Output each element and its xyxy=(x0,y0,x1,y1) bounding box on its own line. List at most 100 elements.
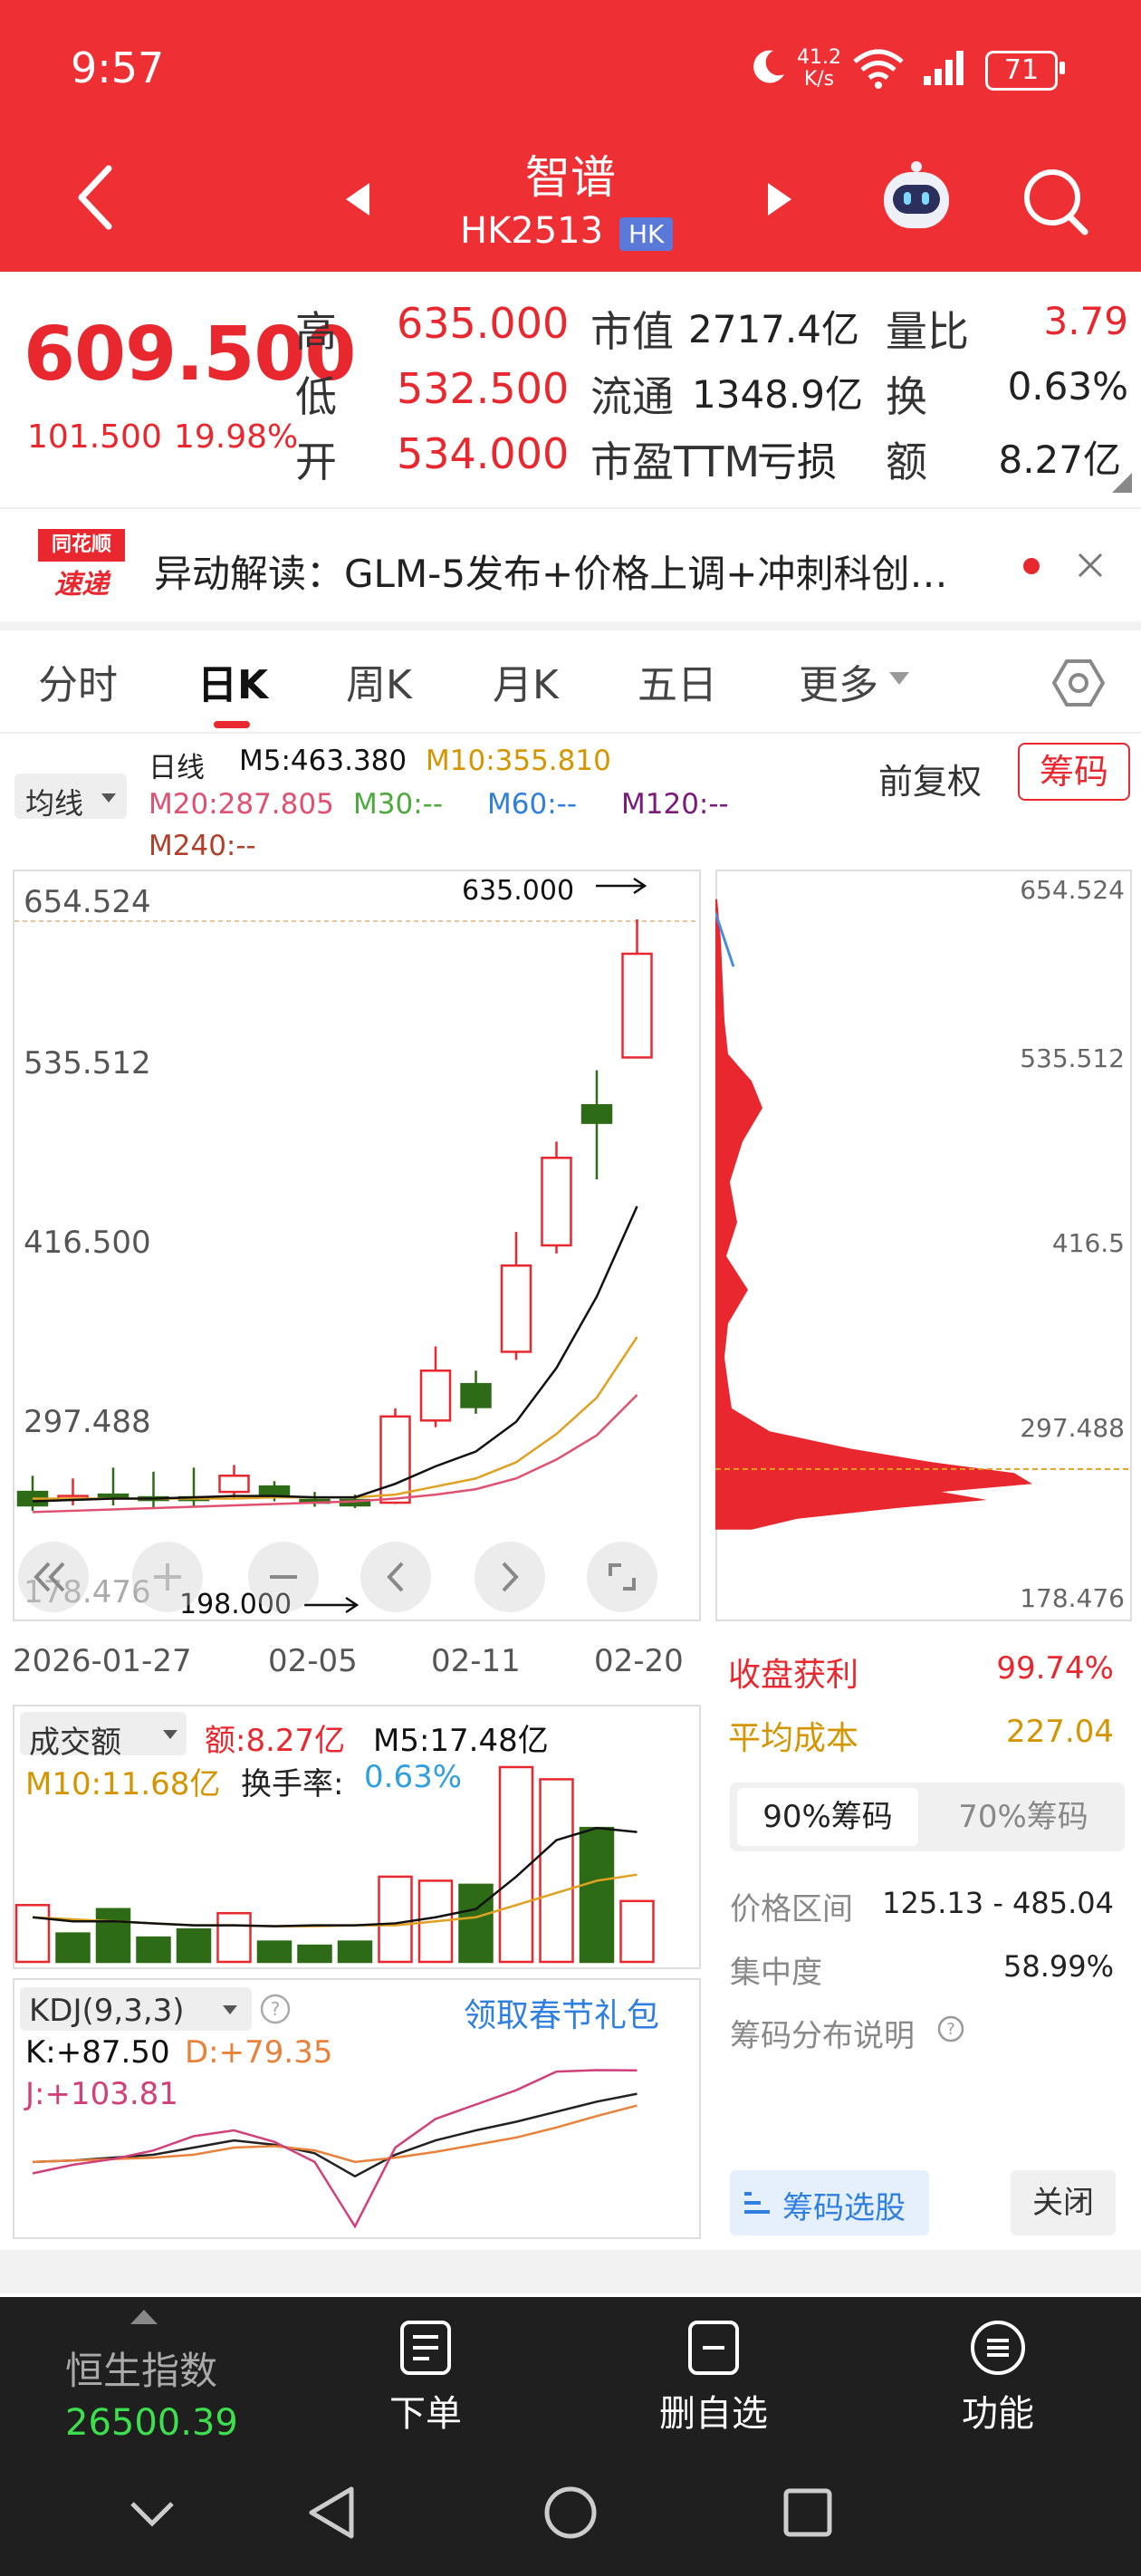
current-price: 609.500 xyxy=(24,312,356,398)
system-back-icon[interactable] xyxy=(304,2484,359,2542)
volume-bar xyxy=(95,1908,131,1964)
expand-corner-icon[interactable] xyxy=(1110,471,1134,495)
order-doc-icon xyxy=(400,2321,451,2375)
turnover-rate-label: 换手率: xyxy=(241,1766,344,1802)
zoom-in-button[interactable] xyxy=(132,1542,203,1612)
vol-ratio-label: 量比 xyxy=(886,307,969,356)
candle xyxy=(580,1104,613,1124)
y-tick-label: 178.476 xyxy=(24,1574,151,1610)
chevron-down-icon[interactable] xyxy=(887,670,911,687)
menu-circle-icon xyxy=(971,2321,1025,2375)
chevron-down-icon xyxy=(101,793,116,803)
high-label: 高 xyxy=(295,307,337,356)
kline-chart[interactable] xyxy=(13,870,701,1621)
net-speed: 41.2 K/s xyxy=(797,46,841,91)
chevron-down-icon xyxy=(163,1730,177,1739)
volume-selector[interactable]: 成交额 xyxy=(20,1712,187,1761)
tab-70-chips[interactable]: 70%筹码 xyxy=(958,1799,1088,1835)
back-arrow-icon[interactable] xyxy=(72,163,118,232)
volume-bar xyxy=(337,1940,373,1964)
ma120-legend: M120:-- xyxy=(621,788,729,821)
volume-bar xyxy=(579,1826,615,1964)
kdj-k-line xyxy=(32,2092,638,2178)
tab-five-day[interactable]: 五日 xyxy=(638,662,717,708)
remove-icon xyxy=(688,2321,739,2375)
volume-m5-legend: M5:17.48亿 xyxy=(373,1723,549,1759)
tab-90-chips[interactable]: 90%筹码 xyxy=(737,1788,918,1846)
y-tick-label: 654.524 xyxy=(24,884,151,920)
market-badge: HK xyxy=(619,217,674,251)
ma240-legend: M240:-- xyxy=(149,830,256,862)
minus-icon xyxy=(270,1575,297,1579)
kdj-selector[interactable]: KDJ(9,3,3) xyxy=(20,1987,252,2031)
volume-m10-legend: M10:11.68亿 xyxy=(25,1766,221,1802)
volume-bar xyxy=(176,1927,212,1964)
tab-daily-k[interactable]: 日K xyxy=(197,662,269,708)
ma10-legend: M10:355.810 xyxy=(426,745,611,777)
min-price-annotation: 198.000 xyxy=(179,1589,292,1620)
chevron-left-icon xyxy=(387,1562,404,1592)
news-text[interactable]: 异动解读：GLM-5发布+价格上调+冲刺科创… xyxy=(154,552,948,596)
chevron-down-icon[interactable] xyxy=(129,2498,176,2529)
kdj-chart[interactable] xyxy=(13,1978,701,2241)
next-stock-icon[interactable] xyxy=(766,181,793,217)
open-value: 534.000 xyxy=(397,429,570,478)
volume-frame xyxy=(13,1705,701,1969)
system-home-icon[interactable] xyxy=(542,2484,599,2542)
tab-intraday[interactable]: 分时 xyxy=(38,662,118,708)
tab-more[interactable]: 更多 xyxy=(799,662,878,708)
step-back-button[interactable] xyxy=(360,1542,431,1612)
list-icon xyxy=(744,2192,770,2214)
prev-stock-icon[interactable] xyxy=(344,181,371,217)
zoom-out-button[interactable] xyxy=(248,1542,319,1612)
news-unread-dot xyxy=(1023,558,1040,574)
candle xyxy=(97,1493,129,1499)
search-icon[interactable] xyxy=(1021,165,1090,237)
index-name[interactable]: 恒生指数 xyxy=(65,2349,218,2393)
ma20-line xyxy=(32,1394,638,1514)
collapse-up-icon[interactable] xyxy=(129,2308,159,2326)
active-tab-indicator xyxy=(214,721,250,728)
volume-bar xyxy=(498,1765,534,1964)
ma60-legend: M60:-- xyxy=(487,788,578,821)
turnover-rate-value: 0.63% xyxy=(364,1759,463,1795)
rewind-button[interactable] xyxy=(18,1542,89,1612)
concentration-value: 58.99% xyxy=(1002,1949,1114,1984)
moon-icon xyxy=(753,50,784,83)
tab-weekly-k[interactable]: 周K xyxy=(346,662,412,708)
pe-value: 亏损 xyxy=(757,439,837,485)
ma20-legend: M20:287.805 xyxy=(149,788,334,821)
help-icon[interactable]: ? xyxy=(259,1993,292,2025)
svg-text:?: ? xyxy=(271,1998,281,2020)
robot-assistant-icon[interactable] xyxy=(877,159,956,235)
settings-icon[interactable] xyxy=(1052,658,1105,708)
chips-button[interactable]: 筹码 xyxy=(1018,743,1130,801)
turnover-label: 换 xyxy=(886,372,927,421)
ma30-legend: M30:-- xyxy=(353,788,444,821)
adjust-selector[interactable]: 前复权 xyxy=(878,762,983,802)
x-tick-label: 2026-01-27 xyxy=(13,1643,192,1679)
chip-explain-link[interactable]: 筹码分布说明 xyxy=(730,2018,915,2054)
order-label: 下单 xyxy=(389,2393,462,2435)
chip-close-button[interactable]: 关闭 xyxy=(1011,2170,1116,2235)
y-tick-label: 535.512 xyxy=(24,1045,151,1081)
step-forward-button[interactable] xyxy=(475,1542,545,1612)
chip-cost-marker xyxy=(715,912,735,967)
kdj-d-line xyxy=(32,2104,638,2164)
volume-chart[interactable] xyxy=(13,1705,701,1969)
status-time: 9:57 xyxy=(71,43,165,92)
system-recents-icon[interactable] xyxy=(782,2487,833,2538)
help-icon[interactable]: ? xyxy=(936,2014,965,2043)
close-icon[interactable] xyxy=(1076,551,1105,580)
chip-select-button[interactable]: 筹码选股 xyxy=(730,2170,929,2235)
avg-cost-value: 227.04 xyxy=(1006,1714,1114,1750)
volume-bar xyxy=(458,1883,494,1964)
pe-label: 市盈TTM xyxy=(590,437,761,486)
promo-link[interactable]: 领取春节礼包 xyxy=(464,1997,660,2034)
candle xyxy=(218,1475,250,1494)
volume-bar xyxy=(136,1936,171,1964)
mktcap-value: 2717.4亿 xyxy=(688,307,859,351)
fullscreen-button[interactable] xyxy=(587,1542,657,1612)
ma-selector[interactable]: 均线 xyxy=(14,774,127,821)
tab-monthly-k[interactable]: 月K xyxy=(493,662,559,708)
